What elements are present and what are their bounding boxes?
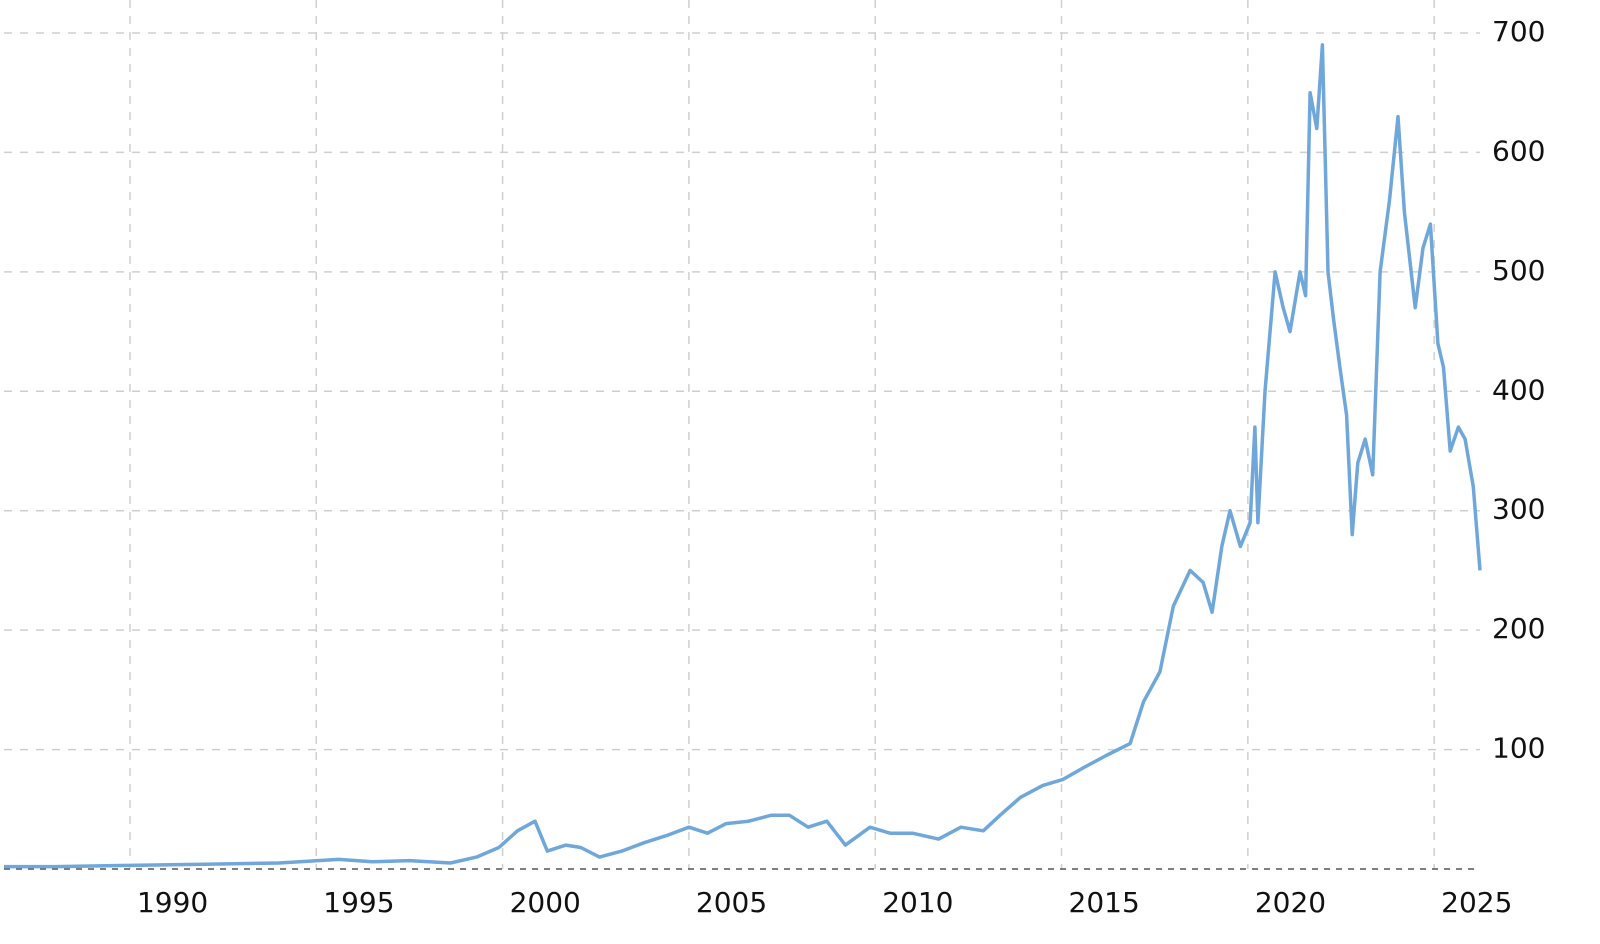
y-tick-label: 300: [1492, 493, 1545, 526]
price-line: [4, 43, 1482, 869]
y-tick-label: 200: [1492, 612, 1545, 645]
y-tick-label: 600: [1492, 134, 1545, 167]
x-tick-label: 1995: [323, 886, 394, 919]
x-tick-label: 2005: [696, 886, 767, 919]
x-tick-label: 2015: [1069, 886, 1140, 919]
x-tick-label: 2025: [1441, 886, 1512, 919]
x-tick-label: 1990: [137, 886, 208, 919]
x-tick-label: 2020: [1255, 886, 1326, 919]
x-tick-label: 2000: [510, 886, 581, 919]
y-tick-label: 100: [1492, 732, 1545, 765]
y-tick-label: 400: [1492, 373, 1545, 406]
y-tick-label: 700: [1492, 15, 1545, 48]
x-tick-label: 2010: [882, 886, 953, 919]
y-tick-label: 500: [1492, 254, 1545, 287]
